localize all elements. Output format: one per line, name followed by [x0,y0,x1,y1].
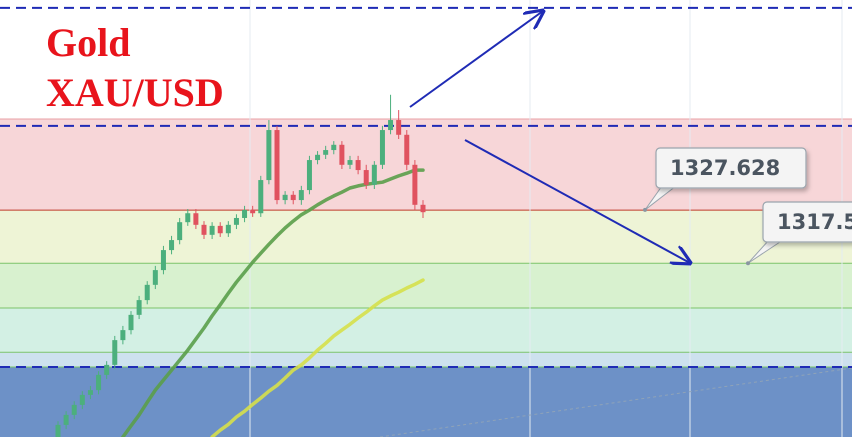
candle-body [55,424,61,437]
candle-body [112,340,118,365]
candle-body [315,154,321,161]
candle-body [355,160,361,171]
candle-body [274,130,280,201]
candle-body [104,364,110,375]
price-label: 1327.628 [670,156,780,180]
candle-body [242,210,248,218]
zones [0,118,852,437]
candle-body [63,414,69,425]
zone [0,210,852,264]
candle-body [225,224,231,234]
candle-body [339,144,345,165]
chart-subtitle: XAU/USD [46,70,224,115]
candle-body [379,130,385,165]
label-dot [746,261,750,266]
candle-body [371,164,377,185]
zone [0,308,852,353]
candles [55,94,426,437]
candle-body [209,225,215,235]
candle-body [298,190,304,201]
candle-body [250,210,256,214]
candle-body [412,164,418,205]
candle-body [233,217,239,225]
zone [0,263,852,309]
candle-body [144,284,150,301]
price-label: 1317.5 [777,210,852,234]
moving-average [210,278,425,437]
zone [0,366,852,437]
candle-body [420,204,426,213]
levels [0,6,852,368]
candle-body [258,180,264,214]
arrows [409,11,690,263]
candle-body [306,160,312,191]
candle-body [79,394,85,405]
label-box [762,201,852,243]
trend-line [379,367,852,437]
label-box [655,147,807,189]
candle-body [193,213,199,225]
candle-body [169,240,175,251]
candle-body [87,390,93,395]
candle-body [323,150,329,155]
label-dot [643,207,647,212]
candle-body [266,130,272,181]
candle-body [217,225,223,234]
candle-body [282,194,288,201]
candle-body [396,120,402,135]
candle-body [290,194,296,201]
candle-body [201,224,207,235]
zone [0,352,852,367]
price-labels: 1327.628 1317.5 [643,147,852,266]
candle-body [160,250,166,271]
candle-body [128,314,134,331]
candle-body [185,213,191,223]
candle-body [177,222,183,241]
candle-body [152,270,158,285]
candle-body [347,160,353,165]
candle-body [71,404,77,415]
candle-body [331,144,337,151]
candle-body [120,330,126,341]
candle-body [136,300,142,315]
chart-title: Gold [46,20,130,65]
candle-body [388,120,394,131]
candle-body [404,134,410,165]
candle-body [96,374,102,391]
candle-body [363,170,369,185]
